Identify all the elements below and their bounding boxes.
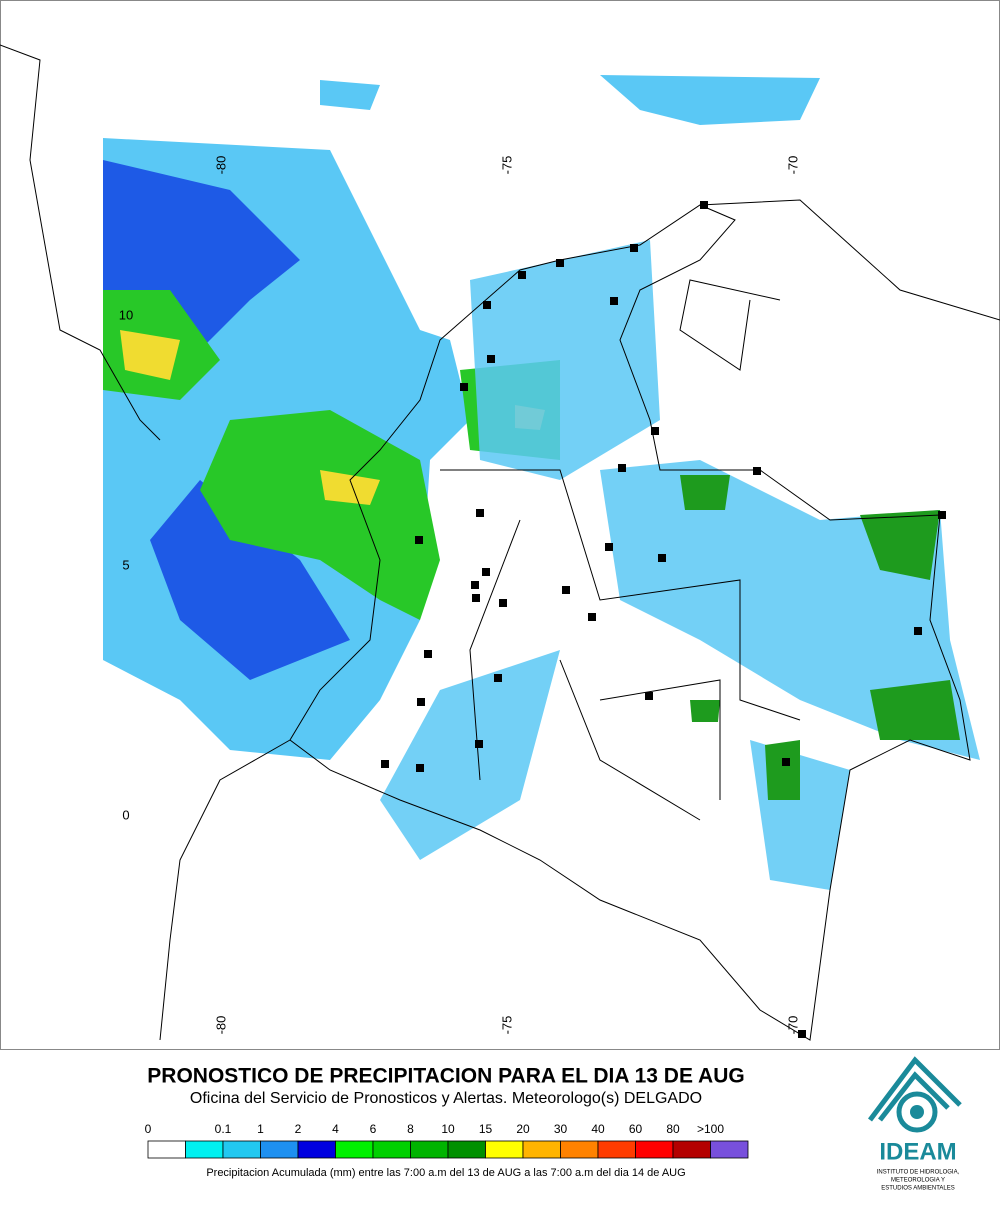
station (381, 760, 389, 768)
station (630, 244, 638, 252)
graticule-labels: -80 -75 -70 -80 -75 -70 10 5 0 (119, 156, 801, 1035)
rain-green (680, 475, 960, 800)
station (651, 427, 659, 435)
lon-label: -70 (785, 1016, 800, 1035)
lon-label: -80 (213, 1016, 228, 1035)
legend-swatch (710, 1140, 749, 1159)
legend-label: 10 (441, 1122, 455, 1136)
legend-swatch (597, 1140, 636, 1159)
station (460, 383, 468, 391)
colombia-border (289, 204, 971, 1041)
coastline (159, 199, 1000, 1041)
precipitation (103, 75, 980, 890)
legend-swatch (635, 1140, 674, 1159)
lon-label: -80 (213, 156, 228, 175)
station (645, 692, 653, 700)
legend-label: 80 (666, 1122, 680, 1136)
lon-label: -75 (499, 1016, 514, 1035)
station (475, 740, 483, 748)
lat-label: 10 (119, 307, 133, 322)
legend-swatch (447, 1140, 486, 1159)
station (494, 674, 502, 682)
rain-green (103, 290, 560, 620)
legend-label: 60 (629, 1122, 643, 1136)
legend-swatch (485, 1140, 524, 1159)
lat-label: 5 (122, 557, 129, 572)
station (472, 594, 480, 602)
legend-label: 6 (370, 1122, 377, 1136)
station (610, 297, 618, 305)
logo-line: METEOROLOGIA Y (891, 1178, 945, 1184)
legend-label: 8 (407, 1122, 414, 1136)
rain-light (320, 75, 820, 125)
legend-label: 2 (295, 1122, 302, 1136)
lon-label: -75 (499, 156, 514, 175)
legend-label: 0 (145, 1122, 152, 1136)
logo-swirl (910, 1105, 924, 1119)
legend-swatch (560, 1140, 599, 1159)
station (562, 586, 570, 594)
legend-swatch (297, 1140, 336, 1159)
legend-swatch (185, 1140, 224, 1159)
station (415, 536, 423, 544)
lon-label: -70 (785, 156, 800, 175)
station (487, 355, 495, 363)
station (424, 650, 432, 658)
station (417, 698, 425, 706)
legend-label: 0.1 (215, 1122, 232, 1136)
logo: IDEAM INSTITUTO DE HIDROLOGIA, METEOROLO… (868, 1056, 962, 1192)
station (588, 613, 596, 621)
rain-light (380, 240, 980, 890)
station (556, 259, 564, 267)
legend-label: >100 (697, 1122, 724, 1136)
legend-label: 30 (554, 1122, 568, 1136)
legend-label: 40 (591, 1122, 605, 1136)
station (798, 1030, 806, 1038)
legend-swatch (372, 1140, 411, 1159)
rain-yellow (120, 330, 545, 505)
logo-line: INSTITUTO DE HIDROLOGIA, (877, 1170, 960, 1176)
legend-label: 15 (479, 1122, 493, 1136)
station (914, 627, 922, 635)
station (658, 554, 666, 562)
stations (381, 201, 946, 1038)
legend-swatch (522, 1140, 561, 1159)
legend-label: 20 (516, 1122, 530, 1136)
station (938, 511, 946, 519)
legend-swatch (410, 1140, 449, 1159)
logo-line: ESTUDIOS AMBIENTALES (881, 1186, 955, 1192)
station (753, 467, 761, 475)
station (782, 758, 790, 766)
station (476, 509, 484, 517)
station (471, 581, 479, 589)
legend-label: 1 (257, 1122, 264, 1136)
station (605, 543, 613, 551)
station (499, 599, 507, 607)
borders (0, 44, 1000, 1041)
logo-roof (868, 1056, 962, 1122)
coastline (0, 44, 161, 441)
legend-label: 4 (332, 1122, 339, 1136)
legend-note: Precipitacion Acumulada (mm) entre las 7… (206, 1167, 685, 1179)
logo-swirl (896, 1091, 938, 1133)
department-border (440, 469, 801, 821)
legend: 0 0.1 1 2 4 6 8 10 15 20 30 40 60 80 >100 (145, 1122, 749, 1159)
lat-label: 0 (122, 807, 129, 822)
subtitle: Oficina del Servicio de Pronosticos y Al… (190, 1090, 702, 1107)
legend-swatch (260, 1140, 299, 1159)
station (618, 464, 626, 472)
station (482, 568, 490, 576)
legend-swatch (672, 1140, 711, 1159)
station (518, 271, 526, 279)
station (700, 201, 708, 209)
legend-swatch (335, 1140, 374, 1159)
legend-swatch (147, 1140, 186, 1159)
legend-swatch (222, 1140, 261, 1159)
station (483, 301, 491, 309)
title: PRONOSTICO DE PRECIPITACION PARA EL DIA … (147, 1065, 744, 1088)
logo-name: IDEAM (879, 1138, 956, 1165)
station (416, 764, 424, 772)
